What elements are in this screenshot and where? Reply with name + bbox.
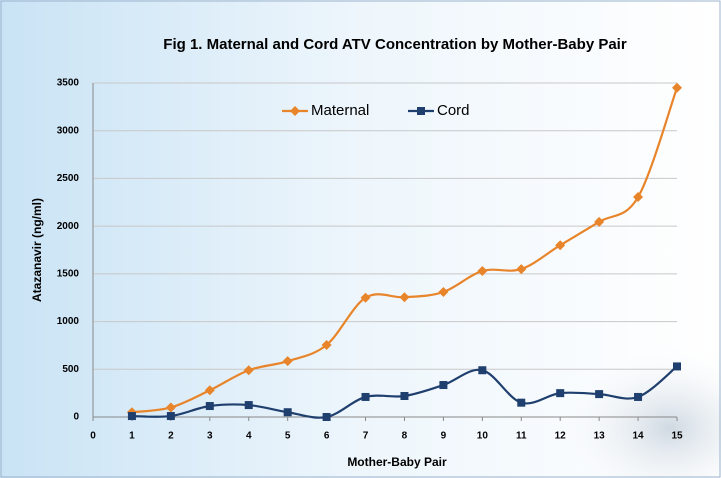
chart: Fig 1. Maternal and Cord ATV Concentrati… (0, 0, 721, 478)
y-tick-label: 3500 (57, 78, 80, 89)
data-point (595, 390, 603, 398)
y-tick-label: 500 (62, 364, 79, 375)
data-point (439, 381, 447, 389)
y-tick-label: 2000 (57, 221, 80, 232)
data-point (128, 412, 136, 420)
x-tick-label: 5 (285, 431, 291, 442)
y-tick-label: 3000 (57, 125, 80, 136)
data-point (673, 362, 681, 370)
data-point (556, 389, 564, 397)
data-point (400, 392, 408, 400)
x-tick-label: 11 (516, 431, 527, 442)
x-tick-label: 4 (246, 431, 252, 442)
chart-title: Fig 1. Maternal and Cord ATV Concentrati… (163, 36, 627, 53)
data-point (245, 401, 253, 409)
x-tick-label: 15 (671, 431, 683, 442)
x-tick-label: 6 (324, 431, 330, 442)
data-point (517, 399, 525, 407)
x-tick-label: 12 (555, 431, 567, 442)
y-tick-label: 0 (73, 412, 79, 423)
data-point (478, 366, 486, 374)
background-decoration (380, 230, 721, 478)
y-tick-label: 1500 (57, 268, 80, 279)
data-point (634, 393, 642, 401)
data-point (323, 413, 331, 421)
x-tick-label: 3 (207, 431, 213, 442)
data-point (284, 408, 292, 416)
x-tick-label: 2 (168, 431, 174, 442)
y-tick-label: 2500 (57, 173, 80, 184)
x-tick-label: 10 (477, 431, 489, 442)
legend-label: Cord (437, 102, 470, 119)
x-tick-label: 7 (363, 431, 369, 442)
x-tick-label: 14 (633, 431, 645, 442)
x-tick-label: 0 (90, 431, 96, 442)
data-point (362, 393, 370, 401)
y-axis-label: Atazanavir (ng/ml) (30, 198, 44, 302)
screenshot: Fig 1. Maternal and Cord ATV Concentrati… (0, 0, 721, 478)
legend-marker (417, 107, 425, 115)
x-tick-label: 9 (441, 431, 447, 442)
data-point (206, 402, 214, 410)
x-axis-label: Mother-Baby Pair (347, 455, 447, 469)
x-tick-label: 1 (129, 431, 135, 442)
data-point (167, 412, 175, 420)
legend-label: Maternal (311, 102, 369, 119)
y-tick-label: 1000 (57, 316, 80, 327)
x-tick-label: 13 (594, 431, 606, 442)
x-tick-label: 8 (402, 431, 408, 442)
